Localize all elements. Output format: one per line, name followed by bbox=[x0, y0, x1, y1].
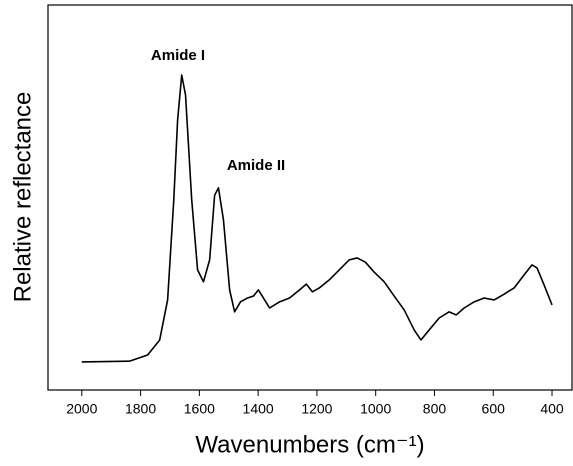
x-tick-label: 800 bbox=[423, 401, 447, 417]
x-axis-label: Wavenumbers (cm⁻¹) bbox=[195, 431, 424, 458]
x-tick-label: 1600 bbox=[184, 401, 215, 417]
spectrum-line bbox=[81, 74, 553, 363]
annotation: Amide II bbox=[227, 157, 285, 174]
x-tick-label: 1400 bbox=[243, 401, 274, 417]
x-tick-label: 2000 bbox=[66, 401, 97, 417]
y-axis-label: Relative reflectance bbox=[9, 92, 36, 303]
annotation: Amide I bbox=[151, 47, 205, 64]
plot-frame bbox=[47, 4, 573, 391]
x-tick-label: 1000 bbox=[360, 401, 391, 417]
x-tick-label: 600 bbox=[482, 401, 506, 417]
x-tick-label: 1800 bbox=[125, 401, 156, 417]
x-tick-label: 1200 bbox=[301, 401, 332, 417]
x-tick-label: 400 bbox=[540, 401, 564, 417]
